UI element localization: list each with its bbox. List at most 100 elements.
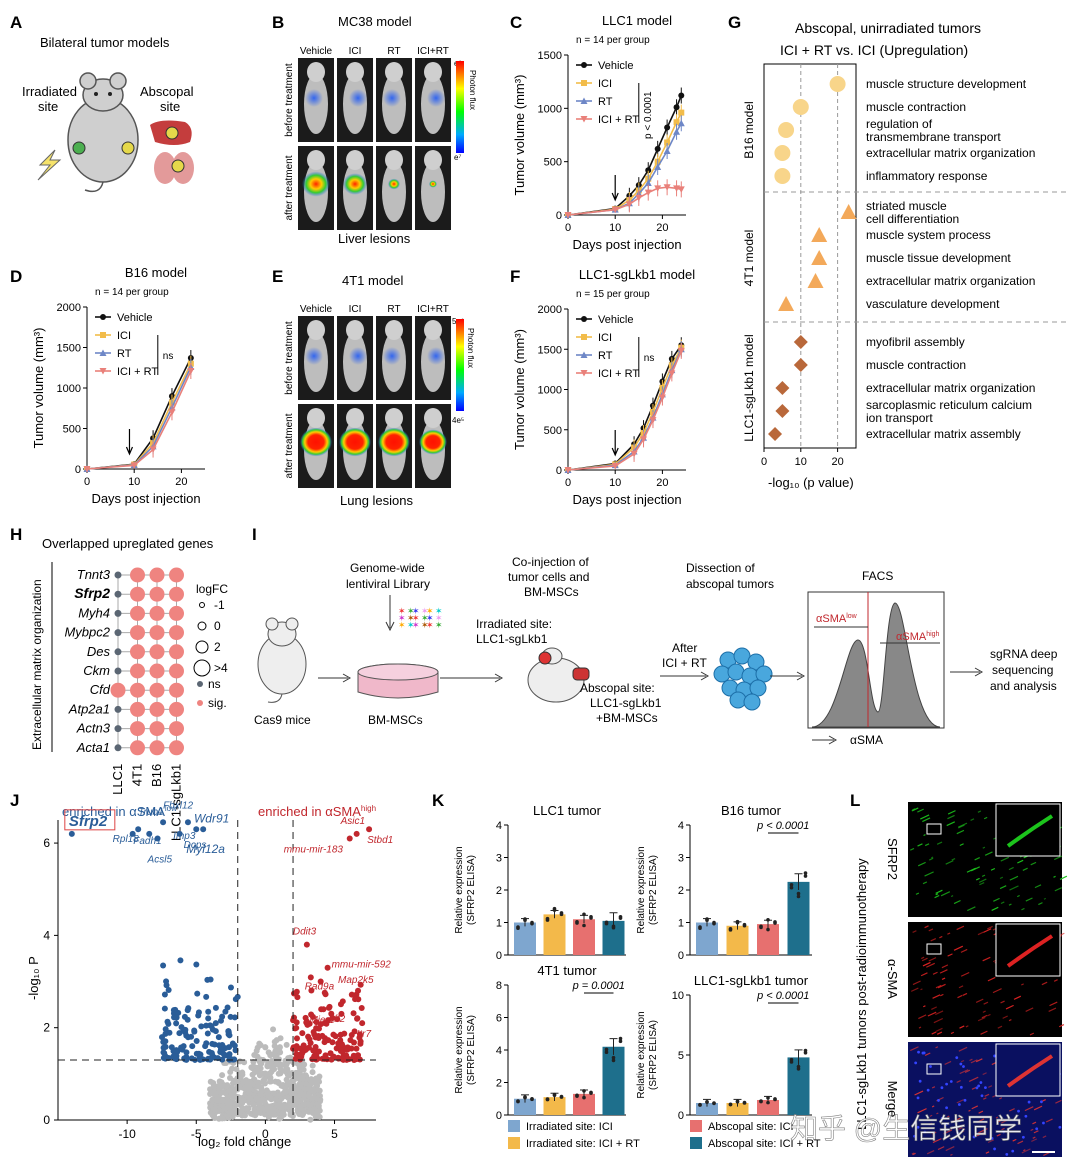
volcano-point <box>277 1049 284 1056</box>
panel-a: A Bilateral tumor models Irradiated site… <box>10 13 194 193</box>
volcano-point <box>215 1098 222 1105</box>
signal-streak <box>962 1128 965 1131</box>
gene-label: Aff2 <box>326 1014 345 1025</box>
data-point <box>604 920 609 925</box>
signal-streak <box>1001 1127 1005 1131</box>
volcano-point <box>225 1098 232 1105</box>
nucleus-dot <box>1035 1127 1039 1131</box>
stat-label: p < 0.0001 <box>756 990 809 1002</box>
term-label: inflammatory response <box>866 169 988 183</box>
y-tick-label: 2 <box>43 1021 50 1035</box>
term-marker <box>807 273 824 288</box>
signal-streak <box>960 1130 965 1134</box>
mouse-silhouette <box>421 162 445 222</box>
signal-streak <box>976 1118 985 1123</box>
bar <box>514 922 536 955</box>
signal-streak <box>970 866 980 872</box>
signal-streak <box>931 1086 936 1089</box>
data-point <box>516 925 520 929</box>
legend-label: ICI <box>598 332 612 344</box>
term-marker <box>774 168 791 184</box>
gene-label: Acsl5 <box>147 854 173 865</box>
volcano-point-high <box>357 981 364 988</box>
data-point <box>523 917 527 921</box>
mouse-head <box>424 62 442 82</box>
signal-spot <box>427 89 445 107</box>
volcano-point-low <box>226 1044 233 1051</box>
volcano-point <box>221 1105 228 1112</box>
legend-size-label: 0 <box>214 619 221 633</box>
bar <box>602 1046 625 1115</box>
signal-streak <box>992 988 1002 994</box>
roi-box <box>926 943 942 955</box>
color-scale-bar <box>456 61 464 153</box>
volcano-point <box>216 1078 223 1085</box>
volcano-point-low <box>227 1013 234 1020</box>
y-tick-label: 2 <box>678 885 684 897</box>
data-point <box>663 184 671 191</box>
legend-marker <box>580 116 588 123</box>
absc-label-2: LLC1-sgLkb1 <box>590 696 662 710</box>
volcano-point-high <box>356 1034 363 1041</box>
legend-marker <box>581 334 587 340</box>
signal-streak <box>1000 1000 1005 1004</box>
y-axis-label: Tumor volume (mm³) <box>31 328 46 449</box>
signal-streak <box>947 1115 950 1118</box>
gene-dot <box>130 567 145 583</box>
volcano-point-low <box>225 1028 232 1035</box>
volcano-point-high <box>350 1039 357 1046</box>
panel-b: B MC38 model Liver lesions e⁸ e⁷ Photon … <box>272 13 477 246</box>
data-point <box>673 119 680 126</box>
y-tick-label: 6 <box>43 836 50 850</box>
footer-label: Liver lesions <box>338 231 411 246</box>
legend-marker <box>580 370 588 377</box>
signal-streak <box>1022 867 1028 872</box>
signal-streak <box>982 956 991 962</box>
signal-streak <box>935 984 942 989</box>
virus-star: ✶ <box>435 606 443 616</box>
legend-swatch <box>508 1137 520 1149</box>
volcano-point <box>295 1098 302 1105</box>
gene-dot <box>110 682 126 698</box>
legend-size-label: -1 <box>214 598 225 612</box>
signal-streak <box>978 1110 984 1114</box>
data-point <box>705 1099 709 1104</box>
volcano-point-low <box>194 990 201 997</box>
enriched-high-sup: high <box>361 804 376 813</box>
data-point <box>677 119 685 127</box>
column-label: ICI+RT <box>417 304 449 315</box>
term-marker <box>829 76 846 92</box>
volcano-point-low <box>163 982 170 989</box>
x-tick-label: 5 <box>331 1127 338 1141</box>
signal-streak <box>984 851 993 856</box>
facs-axis-label: αSMA <box>850 733 883 747</box>
x-axis-label: Days post injection <box>91 491 200 506</box>
volcano-point <box>257 1042 264 1049</box>
legend-size-circle <box>193 659 211 677</box>
data-point <box>516 1099 520 1103</box>
gene-label: Sfrp2 <box>74 585 110 601</box>
virus-star: ✶ <box>407 613 415 623</box>
signal-streak <box>1008 1019 1012 1022</box>
labeled-point <box>184 819 191 826</box>
gene-dot <box>169 586 184 602</box>
column-label: LLC1 <box>110 764 125 795</box>
bar <box>543 1097 566 1115</box>
signal-streak <box>931 1006 938 1010</box>
signal-streak <box>997 1119 1003 1123</box>
signal-streak <box>1033 1130 1039 1134</box>
y-tick-label: 0 <box>496 1110 502 1122</box>
labeled-point <box>366 826 373 833</box>
gene-dot <box>149 567 165 583</box>
data-point <box>611 1058 616 1063</box>
nucleus-dot <box>917 1050 920 1054</box>
volcano-point <box>240 1078 247 1085</box>
cell <box>743 693 761 711</box>
gene-label: Stbd1 <box>367 835 393 846</box>
signal-streak <box>921 957 928 962</box>
arrow-icon <box>125 429 134 456</box>
signal-streak <box>1000 901 1005 905</box>
volcano-point <box>290 1081 297 1088</box>
data-point <box>545 916 550 921</box>
